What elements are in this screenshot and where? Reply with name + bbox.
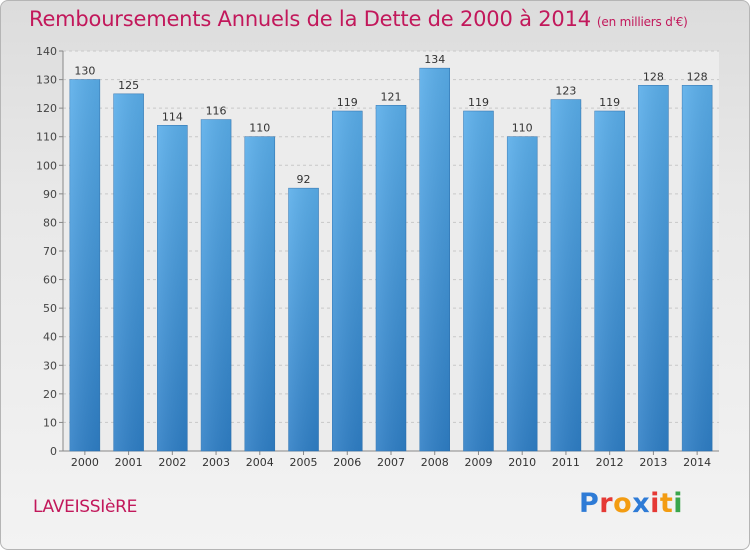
- x-tick-label-2002: 2002: [158, 456, 186, 469]
- commune-name: LAVEISSIèRE: [33, 497, 138, 517]
- y-tick-label: 100: [36, 159, 57, 172]
- label-layer: 130 2000 125 2001 114 2002 116 2003 110 2004 92 200…: [71, 53, 711, 469]
- bar-shade-2010: [507, 136, 538, 451]
- value-label-2001: 125: [118, 79, 139, 92]
- value-label-2002: 114: [162, 110, 183, 123]
- bar-shade-2004: [244, 136, 275, 451]
- x-tick-label-2001: 2001: [115, 456, 143, 469]
- bar-shade-2012: [594, 111, 625, 451]
- bar-shade-2009: [463, 111, 494, 451]
- value-label-2006: 119: [337, 96, 358, 109]
- logo-letter: P: [579, 488, 600, 519]
- y-tick-label: 130: [36, 74, 57, 87]
- bar-shade-2000: [69, 79, 100, 452]
- chart-unit: (en milliers d'€): [596, 15, 688, 29]
- value-label-2004: 110: [249, 122, 270, 135]
- y-tick-label: 110: [36, 131, 57, 144]
- value-label-2011: 123: [555, 85, 576, 98]
- value-label-2012: 119: [599, 96, 620, 109]
- bar-shade-2011: [550, 99, 581, 452]
- value-label-2013: 128: [643, 70, 664, 83]
- chart-title-text: Remboursements Annuels de la Dette de 20…: [29, 7, 591, 31]
- y-tick-label: 60: [43, 274, 57, 287]
- value-label-2009: 119: [468, 96, 489, 109]
- logo-letter: i: [650, 488, 660, 519]
- x-tick-label-2009: 2009: [464, 456, 492, 469]
- logo-letter: o: [613, 488, 633, 519]
- y-tick-label: 20: [43, 388, 57, 401]
- y-tick-label: 40: [43, 331, 57, 344]
- logo-letter: i: [673, 488, 684, 519]
- bar-shade-2008: [419, 68, 450, 452]
- x-tick-label-2012: 2012: [596, 456, 624, 469]
- x-tick-label-2010: 2010: [508, 456, 536, 469]
- logo-letter: x: [632, 488, 651, 519]
- x-tick-label-2003: 2003: [202, 456, 230, 469]
- logo-letter: t: [659, 488, 674, 519]
- logo-letter: r: [599, 488, 614, 519]
- y-tick-label: 70: [43, 245, 57, 258]
- x-tick-label-2000: 2000: [71, 456, 99, 469]
- x-tick-label-2006: 2006: [333, 456, 361, 469]
- bar-shade-2003: [201, 119, 232, 452]
- y-tick-label: 80: [43, 216, 57, 229]
- proxiti-logo: Proxiti: [579, 488, 683, 519]
- x-tick-label-2011: 2011: [552, 456, 580, 469]
- y-tick-label: 30: [43, 359, 57, 372]
- bar-shade-2006: [332, 111, 363, 451]
- x-tick-label-2013: 2013: [639, 456, 667, 469]
- y-tick-label: 10: [43, 416, 57, 429]
- chart-title: Remboursements Annuels de la Dette de 20…: [29, 7, 688, 31]
- bar-layer: [69, 67, 713, 452]
- y-tick-label: 0: [50, 445, 57, 458]
- value-label-2007: 121: [381, 90, 402, 103]
- value-label-2010: 110: [512, 122, 533, 135]
- x-tick-label-2008: 2008: [421, 456, 449, 469]
- x-tick-label-2005: 2005: [290, 456, 318, 469]
- y-tick-label: 90: [43, 188, 57, 201]
- bar-shade-2014: [682, 85, 713, 452]
- bar-shade-2007: [376, 105, 406, 452]
- bar-shade-2002: [157, 125, 188, 452]
- bar-shade-2001: [113, 93, 144, 451]
- y-tick-label: 140: [36, 45, 57, 58]
- value-label-2003: 116: [206, 105, 227, 118]
- x-tick-label-2004: 2004: [246, 456, 274, 469]
- y-tick-label: 50: [43, 302, 57, 315]
- value-label-2014: 128: [687, 70, 708, 83]
- x-tick-label-2007: 2007: [377, 456, 405, 469]
- value-label-2005: 92: [297, 173, 311, 186]
- y-tick-label: 120: [36, 102, 57, 115]
- x-tick-label-2014: 2014: [683, 456, 711, 469]
- value-label-2000: 130: [74, 65, 95, 78]
- bar-shade-2013: [638, 85, 669, 452]
- bar-shade-2005: [288, 188, 319, 451]
- value-label-2008: 134: [424, 53, 445, 66]
